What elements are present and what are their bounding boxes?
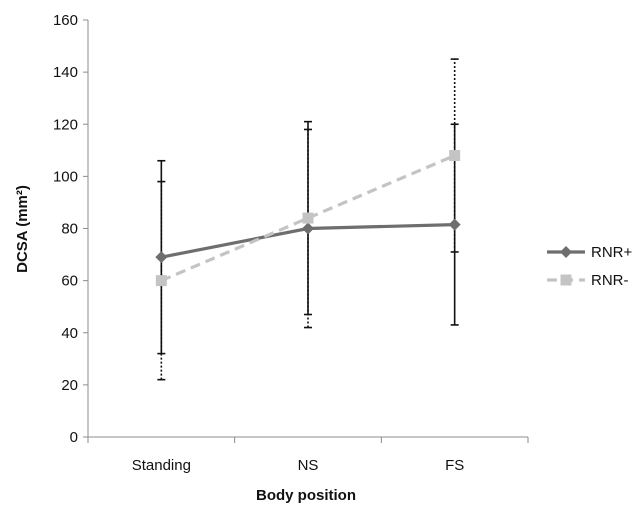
data-point-RNR- [155,275,167,287]
data-point-RNR- [302,212,314,224]
data-point-RNR- [449,150,461,162]
legend-marker-RNR- [560,274,572,286]
y-tick-label: 60 [61,273,78,290]
data-point-RNR+ [302,222,314,235]
y-tick-label: 140 [53,64,78,81]
y-tick-label: 80 [61,221,78,238]
series-line-RNR- [160,154,456,283]
x-axis-title: Body position [256,487,356,504]
x-tick-label: Standing [132,457,191,474]
y-axis-title: DCSA (mm²) [14,185,31,273]
y-tick-label: 120 [53,116,78,133]
legend-label-RNR+: RNR+ [591,244,632,261]
y-tick-label: 40 [61,325,78,342]
y-tick-label: 20 [61,377,78,394]
x-tick-label: FS [445,457,464,474]
x-tick-label: NS [298,457,319,474]
y-tick-label: 100 [53,168,78,185]
y-tick-label: 0 [70,429,78,446]
legend-label-RNR-: RNR- [591,272,629,289]
data-point-RNR+ [448,218,461,231]
y-tick-label: 160 [53,12,78,29]
data-point-RNR+ [155,251,168,264]
legend: RNR+ RNR- [547,244,632,289]
axes: 0 20 40 60 80 100 120 140 160 Standing NS FS [53,12,529,474]
legend-marker-RNR+ [560,246,572,258]
series-lines [155,150,461,287]
